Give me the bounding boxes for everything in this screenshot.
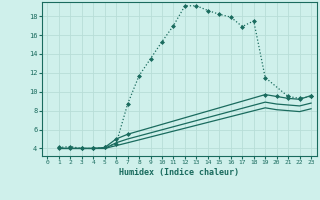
X-axis label: Humidex (Indice chaleur): Humidex (Indice chaleur) — [119, 168, 239, 177]
